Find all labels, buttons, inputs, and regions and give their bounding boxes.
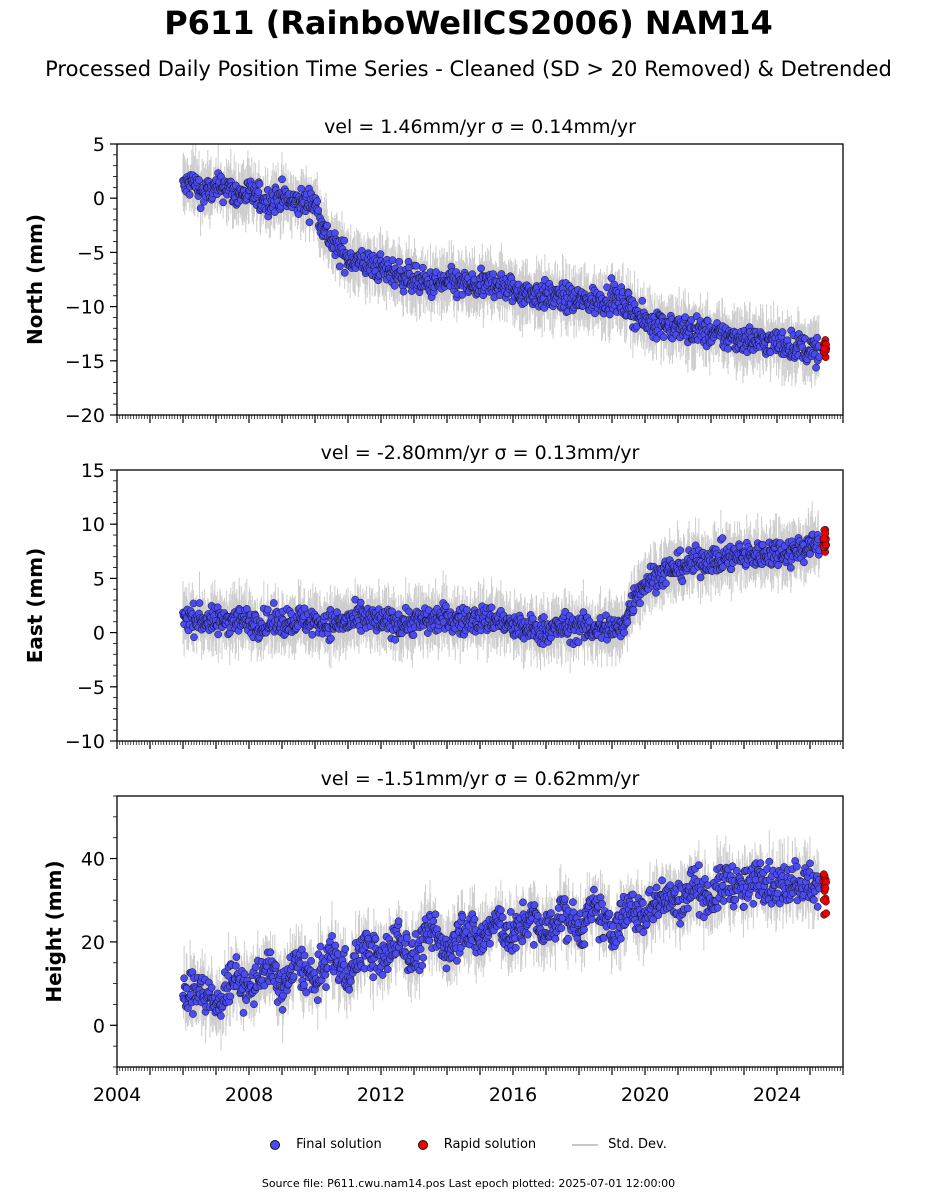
final-point: [305, 218, 314, 227]
final-point: [629, 606, 638, 614]
final-point: [335, 262, 344, 271]
final-point: [813, 333, 822, 342]
final-point: [724, 344, 732, 353]
y-tick-label: 0: [93, 623, 105, 645]
final-point: [605, 310, 614, 319]
final-point: [638, 296, 647, 305]
final-point: [255, 180, 264, 188]
final-point: [806, 550, 814, 558]
final-point: [462, 605, 471, 614]
plot-area: [179, 501, 831, 673]
final-point: [539, 613, 548, 621]
final-point: [662, 579, 670, 588]
final-point: [327, 634, 335, 643]
final-point: [376, 250, 385, 258]
rapid-point: [819, 534, 828, 543]
final-point: [388, 256, 397, 265]
final-point: [652, 589, 660, 597]
final-point: [323, 221, 331, 230]
final-point: [313, 197, 322, 206]
y-tick-label: −15: [65, 351, 105, 373]
std-dev-bars: [182, 501, 820, 673]
y-tick-label: 10: [81, 514, 105, 536]
final-point: [812, 363, 820, 372]
final-point: [308, 630, 317, 639]
final-point: [300, 604, 309, 613]
y-axis-label: North (mm): [23, 214, 47, 345]
final-point: [388, 607, 396, 616]
final-point: [314, 206, 323, 215]
final-point: [395, 257, 403, 266]
y-tick-label: 0: [93, 188, 105, 210]
final-point: [774, 561, 782, 570]
panel-1: vel = 1.46mm/yr σ = 0.14mm/yr North (mm) 5…: [23, 116, 844, 427]
final-point: [391, 635, 400, 644]
final-point: [623, 618, 632, 627]
y-tick-label: −5: [77, 242, 105, 264]
y-tick-label: −5: [77, 677, 105, 699]
final-point: [340, 236, 348, 245]
final-point: [297, 184, 306, 193]
final-point: [254, 188, 263, 196]
final-point: [579, 608, 588, 617]
y-tick-label: 5: [93, 134, 105, 156]
final-point: [405, 607, 413, 616]
panel-title: vel = 1.46mm/yr σ = 0.14mm/yr: [324, 116, 636, 138]
final-point: [269, 599, 278, 607]
final-point: [778, 328, 787, 336]
final-point: [409, 631, 418, 639]
final-point: [659, 333, 668, 341]
final-point: [399, 287, 408, 296]
final-point: [340, 269, 349, 277]
final-point: [195, 599, 204, 607]
final-point: [356, 598, 365, 607]
panel-2: vel = -2.80mm/yr σ = 0.13mm/yr East (mm) 1…: [23, 442, 844, 753]
final-point: [786, 563, 795, 572]
y-axis-label: East (mm): [23, 548, 47, 664]
rapid-points: [819, 525, 831, 556]
final-point: [676, 546, 685, 555]
y-tick-label: 5: [93, 568, 105, 590]
plot-area: [179, 144, 831, 389]
final-point: [477, 264, 485, 273]
final-point: [696, 573, 705, 582]
final-point: [195, 176, 203, 184]
final-point: [636, 599, 644, 608]
final-points: [179, 530, 824, 649]
panel-title: vel = -2.80mm/yr σ = 0.13mm/yr: [321, 442, 640, 464]
y-tick-label: −10: [65, 297, 105, 319]
final-point: [442, 602, 450, 610]
final-point: [603, 283, 611, 292]
final-point: [620, 628, 628, 637]
chart-title: P611 (RainboWellCS2006) NAM14: [164, 4, 773, 42]
final-points: [179, 169, 824, 372]
final-point: [412, 261, 421, 270]
final-point: [418, 263, 427, 272]
time-series-figure: vel = 1.46mm/yr σ = 0.14mm/yr North (mm) 5…: [23, 116, 844, 1106]
final-point: [190, 633, 198, 642]
final-point: [219, 198, 227, 207]
final-point: [185, 190, 194, 199]
final-point: [196, 204, 205, 213]
final-point: [607, 274, 616, 282]
rapid-points: [819, 336, 831, 362]
final-point: [489, 270, 498, 278]
y-tick-label: −20: [65, 405, 105, 427]
rapid-point: [820, 344, 829, 353]
final-point: [610, 280, 619, 289]
y-tick-label: −10: [65, 731, 105, 753]
final-point: [718, 534, 727, 542]
final-point: [214, 630, 223, 639]
final-point: [263, 605, 272, 614]
final-point: [678, 577, 687, 586]
final-point: [487, 603, 496, 612]
y-tick-label: 15: [81, 460, 105, 482]
chart-subtitle: Processed Daily Position Time Series - C…: [45, 57, 892, 81]
final-point: [574, 638, 583, 647]
final-point: [278, 175, 286, 184]
final-point: [727, 565, 736, 574]
final-point: [687, 316, 696, 324]
final-point: [390, 281, 399, 290]
final-point: [800, 558, 808, 567]
